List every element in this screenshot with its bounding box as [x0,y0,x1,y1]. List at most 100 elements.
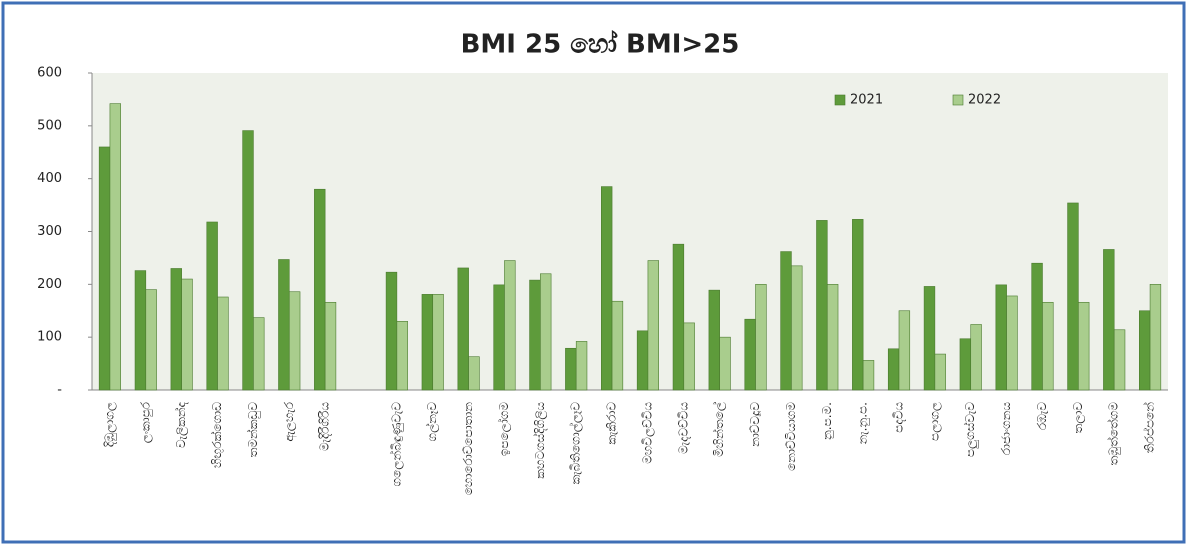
x-tick-label: හොරොව්පොතාන [461,402,475,495]
x-tick-label: තමන්කඩුව [246,402,261,458]
bar [887,348,900,391]
x-tick-label: පදවිය [892,402,906,433]
bar [934,353,946,391]
x-tick-label: මැදවච්චිය [676,402,690,454]
bar [755,284,767,391]
bar [1149,284,1162,391]
bar [611,300,624,391]
bar [1078,301,1090,391]
bar [708,289,720,391]
x-tick-label: නොච්චියාගම [784,402,798,471]
x-tick-label: රඹැව [1035,402,1049,430]
legend-swatch [834,94,846,106]
bar [324,301,337,391]
bar [396,321,408,391]
bar [181,278,193,391]
bar [1067,202,1079,391]
bar [1113,329,1126,391]
y-tick-label: 600 [37,66,62,81]
bar [683,322,695,391]
bar [253,317,265,391]
bar [109,103,121,391]
x-tick-label: තඹුත්තේගම [1107,402,1122,466]
bar [314,188,326,391]
x-tick-label: මිහින්තලේ [712,402,727,457]
bar [575,341,588,391]
x-tick-label: තලාව [1071,402,1086,434]
bar [852,219,864,391]
x-tick-label: ගලෙන්බිඳුණුවැව [389,402,404,487]
bar [1031,262,1043,391]
bar [98,146,111,391]
x-tick-label: කහටගස්දිගිලිය [533,402,548,479]
bar [242,130,254,391]
x-tick-label: රාජාංගනය [999,402,1013,456]
x-tick-label: නු.ප.ම. [820,402,834,440]
x-tick-label: ඇලහැර [282,401,297,441]
x-tick-label: පලුගස්වැව [963,402,979,457]
bar [278,259,290,391]
y-tick-label: 400 [37,171,62,186]
bar [898,310,911,391]
bar [421,294,434,391]
bar [1042,301,1054,391]
x-tick-label: ඉපලෝගම [497,402,512,456]
bar [636,330,649,391]
x-tick-label: දිඹුලාගල [102,402,117,447]
bar [995,284,1007,391]
x-tick-label: කැබිතිගොල්ලෑව [569,402,584,485]
legend-label: 2021 [850,93,883,108]
bar [1006,295,1018,391]
bar [719,336,731,391]
x-tick-label: නාච්චදූව [748,402,762,447]
y-tick-label: - [57,383,62,398]
x-tick-label: ගල්නෑව [425,402,440,442]
legend-swatch [952,94,964,106]
bar [288,291,301,391]
bar [1103,249,1115,391]
bar [780,251,792,391]
bar [145,289,157,391]
y-tick-label: 500 [37,118,62,133]
x-tick-label: තිරප්පනේ [1142,402,1156,453]
x-tick-label: ලංකාපුර [138,401,153,443]
bar [217,296,229,391]
bar [385,271,398,391]
bar [970,324,982,391]
y-tick-label: 300 [37,224,62,239]
legend-label: 2022 [968,93,1001,108]
bar [134,270,147,391]
bar [206,221,218,391]
x-tick-label: වැලිකන්ද [174,401,189,448]
bar [170,268,182,391]
bar [647,260,659,391]
bar [457,267,469,391]
bar [672,243,685,391]
x-tick-label: කැකිරාව [605,402,619,445]
bar [923,286,936,391]
bar [504,260,516,391]
bar [816,220,828,391]
plot-area [92,73,1168,390]
bar [862,360,875,391]
bar [959,338,972,391]
bar [493,284,505,391]
x-tick-label: මැදිරිගිරිය [318,402,332,451]
y-tick-label: 100 [37,330,62,345]
bar [744,318,756,391]
chart-title: BMI 25 හෝ BMI>25 [461,30,740,60]
bar [540,273,552,391]
x-tick-label: නැ.නු.ප. [856,402,870,444]
bar [601,186,613,391]
x-tick-label: මහවිලච්චිය [640,402,655,464]
x-tick-label: පලාගල [927,402,942,441]
bar [432,294,444,391]
x-tick-label: හිඟුරක්ගොඩ [210,402,224,468]
bar [791,265,803,391]
bar [826,284,839,391]
bar [565,347,577,391]
bar [1139,310,1151,391]
y-tick-label: 200 [37,277,62,292]
bar [529,279,541,391]
